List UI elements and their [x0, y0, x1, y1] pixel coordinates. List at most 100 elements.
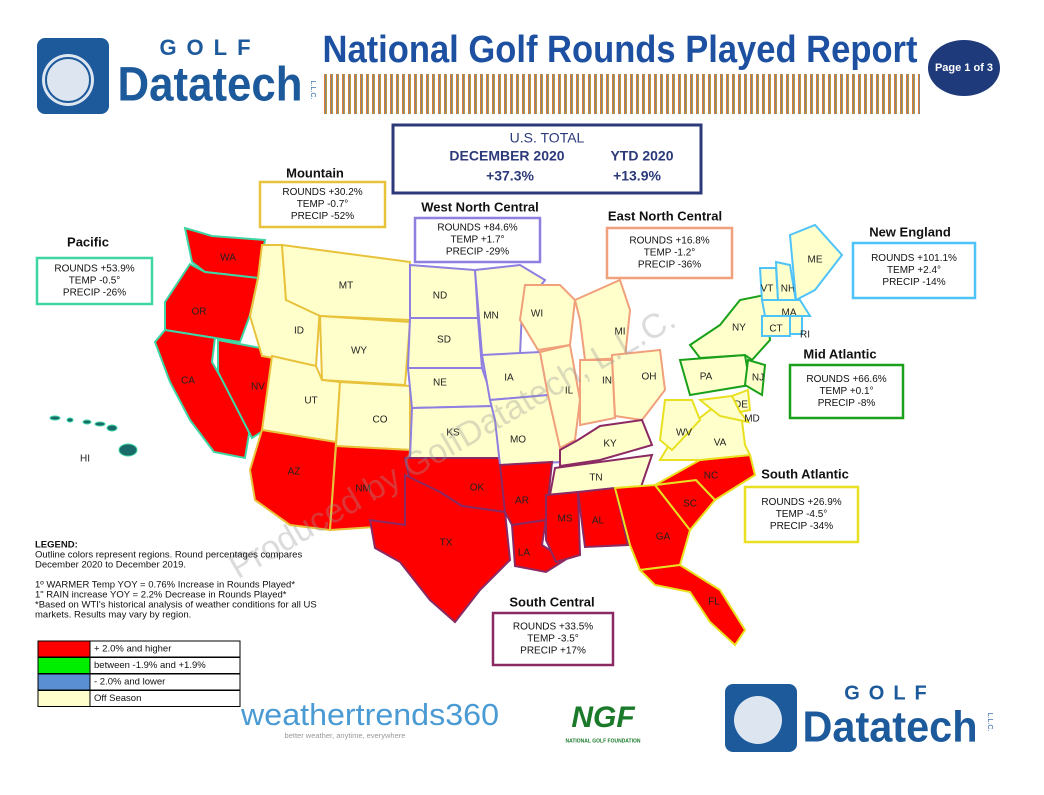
state-label: ND: [433, 291, 447, 302]
region-line: ROUNDS +33.5%: [513, 622, 593, 633]
region-name: Mid Atlantic: [803, 346, 876, 361]
region-line: TEMP -0.7°: [297, 199, 349, 210]
state: [637, 563, 747, 647]
region-name: South Atlantic: [761, 466, 849, 481]
state: [678, 353, 752, 397]
state: [658, 399, 702, 452]
state-label: VA: [714, 438, 727, 449]
legend-label: between -1.9% and +1.9%: [94, 660, 206, 671]
state: [788, 223, 844, 302]
us-total-box: [391, 123, 703, 195]
state-label: ME: [808, 255, 823, 266]
hawaii: [49, 415, 138, 457]
region-line: TEMP -0.5°: [69, 276, 121, 287]
state-label: CT: [769, 324, 782, 335]
map: WA OR CA NV ID MT WY UT CO AZ NM ND SD NE KS OK TX MN IA MO…: [80, 223, 844, 647]
state: [760, 299, 812, 317]
legend-text: 1" RAIN increase YOY = 2.2% Decrease in …: [35, 590, 287, 601]
region-box: [258, 180, 387, 229]
state: [610, 348, 667, 422]
state: [498, 460, 554, 527]
region-box: [851, 241, 977, 300]
region-name: West North Central: [421, 199, 539, 214]
state: [406, 367, 497, 410]
state-label: WA: [220, 253, 236, 264]
legend-text: 1º WARMER Temp YOY = 0.76% Increase in R…: [35, 580, 295, 591]
region-name: South Central: [509, 594, 594, 609]
state: [368, 473, 512, 624]
state-label: HI: [80, 454, 90, 465]
region-line: ROUNDS +84.6%: [437, 223, 517, 234]
region-line: ROUNDS +16.8%: [629, 236, 709, 247]
legend-cell: [89, 690, 241, 707]
legend-text: December 2020 to December 2019.: [35, 560, 186, 571]
state-label: NV: [251, 382, 265, 393]
weathertrends-logo: weathertrends360: [240, 697, 499, 732]
period-value: +13.9%: [613, 168, 661, 184]
region-line: PRECIP -14%: [882, 277, 945, 288]
region-box: [491, 611, 615, 667]
state-label: WY: [351, 346, 367, 357]
legend-text: markets. Results may vary by region.: [35, 610, 191, 621]
us-total-label: U.S. TOTAL: [510, 130, 585, 146]
region-line: TEMP -1.2°: [644, 248, 696, 259]
state: [576, 486, 630, 549]
state-label: MI: [614, 327, 625, 338]
state-label: FL: [708, 597, 720, 608]
state-label: CA: [181, 376, 195, 387]
legend-swatch: [37, 690, 91, 707]
state-label: KY: [603, 439, 617, 450]
state-label: SD: [437, 335, 451, 346]
logo-top: GOLF: [159, 35, 260, 60]
state: [743, 358, 767, 397]
state-label: NJ: [752, 373, 764, 384]
state-label: OR: [192, 307, 207, 318]
state-label: TN: [589, 473, 602, 484]
state-label: NM: [355, 484, 371, 495]
state: [545, 490, 582, 564]
legend-text: Outline colors represent regions. Round …: [35, 550, 302, 561]
state: [789, 315, 803, 335]
header-logo: GOLF Datatech L.L.C.: [37, 35, 316, 114]
weathertrends-tagline: better weather, anytime, everywhere: [285, 731, 406, 740]
state-label: ID: [294, 326, 304, 337]
region-line: PRECIP -34%: [770, 521, 833, 532]
color-bars: [322, 74, 920, 114]
legend-label: - 2.0% and lower: [94, 677, 165, 688]
region-name: Pacific: [67, 234, 109, 249]
legend-swatch: [37, 673, 91, 691]
state-label: KS: [446, 428, 460, 439]
state-label: IN: [602, 376, 612, 387]
region-box: [788, 363, 905, 420]
region-line: PRECIP -8%: [818, 398, 876, 409]
state-label: VT: [761, 284, 774, 295]
logo-top: GOLF: [844, 682, 936, 704]
state: [164, 262, 260, 344]
state-label: MS: [558, 514, 573, 525]
logo-main: Datatech: [803, 703, 978, 752]
state-label: OK: [470, 483, 485, 494]
region-line: ROUNDS +66.6%: [806, 374, 886, 385]
state-label: PA: [700, 372, 713, 383]
legend-label: + 2.0% and higher: [94, 644, 171, 655]
state-label: AR: [515, 496, 529, 507]
ngf-name: NATIONAL GOLF FOUNDATION: [566, 738, 641, 744]
state-label: NC: [704, 471, 718, 482]
region-box: [605, 226, 734, 280]
legend-text: *Based on WTI's historical analysis of w…: [35, 600, 317, 611]
state-label: NH: [781, 284, 795, 295]
state: [538, 343, 582, 450]
state-label: DE: [734, 400, 748, 411]
region-line: PRECIP -29%: [446, 247, 509, 258]
state-label: NE: [433, 378, 447, 389]
region-line: TEMP -3.5°: [527, 634, 579, 645]
state: [697, 394, 751, 424]
region-line: PRECIP -36%: [638, 260, 701, 271]
region-line: TEMP +0.1°: [819, 386, 873, 397]
region-line: ROUNDS +53.9%: [54, 264, 134, 275]
legend-swatch: [37, 640, 91, 658]
region-line: ROUNDS +101.1%: [871, 253, 957, 264]
region-name: East North Central: [608, 208, 722, 223]
footer-logo: GOLF Datatech L.L.C.: [725, 682, 993, 752]
